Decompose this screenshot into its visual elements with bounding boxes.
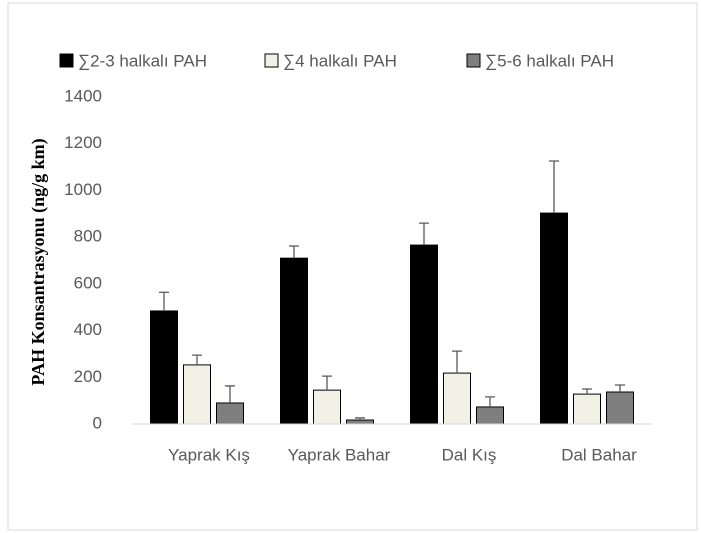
y-tick-label: 1200 bbox=[64, 133, 102, 152]
y-tick-label: 1000 bbox=[64, 180, 102, 199]
x-tick-label: Yaprak Bahar bbox=[288, 445, 391, 464]
x-tick-label: Yaprak Kış bbox=[168, 445, 250, 464]
error-bar bbox=[419, 222, 429, 246]
y-tick-label: 400 bbox=[74, 320, 102, 339]
bar bbox=[346, 419, 374, 425]
error-bar bbox=[452, 350, 462, 374]
error-bar bbox=[289, 245, 299, 259]
error-bar bbox=[615, 384, 625, 393]
y-tick-label: 800 bbox=[74, 227, 102, 246]
error-bar bbox=[225, 385, 235, 403]
y-tick-label: 0 bbox=[93, 413, 102, 432]
error-bar bbox=[549, 160, 559, 214]
bar bbox=[183, 364, 211, 425]
error-bar bbox=[322, 375, 332, 391]
y-axis-label: PAH Konsantrasyonu (ng/g km) bbox=[28, 138, 49, 385]
legend-label: ∑5-6 halkalı PAH bbox=[485, 51, 614, 70]
error-bar bbox=[355, 417, 365, 421]
error-bar bbox=[192, 354, 202, 365]
bar bbox=[216, 402, 244, 425]
bar bbox=[150, 310, 178, 425]
bar bbox=[540, 212, 568, 425]
bar bbox=[573, 393, 601, 425]
bar bbox=[313, 389, 341, 425]
y-tick-label: 600 bbox=[74, 273, 102, 292]
bar bbox=[476, 406, 504, 425]
y-tick-label: 1400 bbox=[64, 86, 102, 105]
legend-label: ∑4 halkalı PAH bbox=[283, 51, 397, 70]
legend-swatch bbox=[466, 53, 481, 68]
legend-swatch bbox=[59, 53, 74, 68]
legend-label: ∑2-3 halkalı PAH bbox=[78, 51, 207, 70]
bar bbox=[443, 372, 471, 425]
x-tick-label: Dal Kış bbox=[442, 445, 497, 464]
bar bbox=[606, 391, 634, 425]
x-tick-label: Dal Bahar bbox=[561, 445, 637, 464]
y-tick-label: 200 bbox=[74, 367, 102, 386]
legend-swatch bbox=[264, 53, 279, 68]
bar bbox=[410, 244, 438, 425]
error-bar bbox=[485, 396, 495, 407]
bar bbox=[280, 257, 308, 425]
chart-frame bbox=[7, 2, 698, 531]
error-bar bbox=[159, 291, 169, 311]
error-bar bbox=[582, 388, 592, 395]
